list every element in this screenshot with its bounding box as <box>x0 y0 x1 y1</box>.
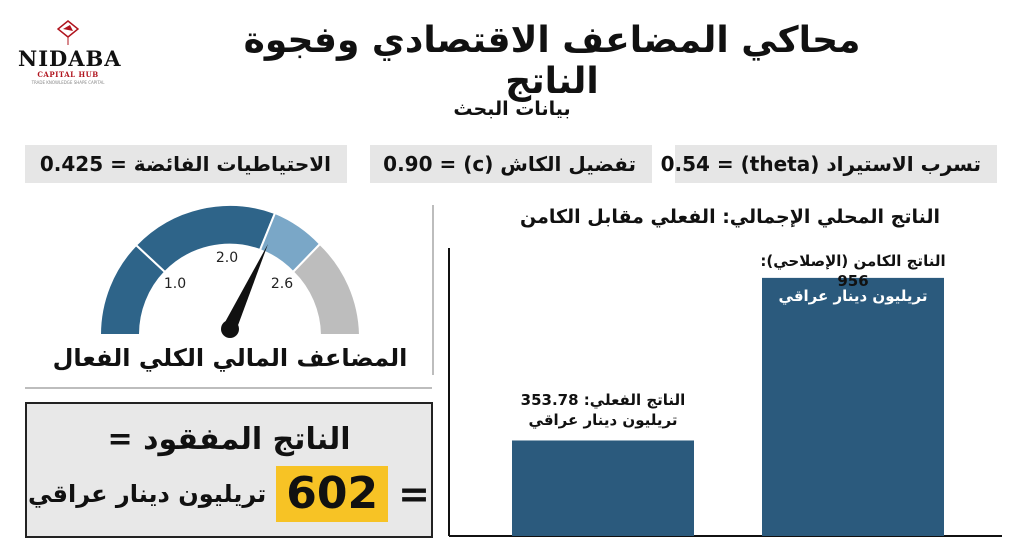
param-excess-reserves: الاحتياطيات الفائضة = 0.425 <box>25 145 347 183</box>
multiplier-gauge: 1.0 2.0 2.6 <box>98 203 362 338</box>
gauge-tick-2: 2.0 <box>216 250 238 266</box>
horizontal-divider <box>25 387 432 389</box>
lost-output-unit: تريليون دينار عراقي <box>28 480 267 508</box>
lost-output-title: الناتج المفقود = <box>107 422 351 457</box>
vertical-divider <box>432 205 434 375</box>
lost-output-equals: = <box>398 472 430 516</box>
bar-label-actual-unit: تريليون دينار عراقي <box>528 411 678 430</box>
gauge-tick-1: 1.0 <box>164 276 186 292</box>
gauge-segment-mid <box>134 203 277 274</box>
page-title: محاكي المضاعف الاقتصادي وفجوة الناتج <box>243 20 861 102</box>
logo-sub: CAPITAL HUB <box>37 70 99 79</box>
bar-label-potential-value: الناتج الكامن (الإصلاحي): 956 <box>760 251 946 290</box>
gauge-segment-remaining <box>291 242 362 336</box>
logo-mark-icon <box>57 20 79 45</box>
param-cash-preference: تفضيل الكاش (c) = 0.90 <box>370 145 652 183</box>
lost-output-value: 602 <box>276 466 389 522</box>
gauge-needle <box>224 244 268 328</box>
bar-label-potential-unit: تريليون دينار عراقي <box>778 286 928 305</box>
bar-actual <box>512 440 694 536</box>
chart-title: الناتج المحلي الإجمالي: الفعلي مقابل الك… <box>519 206 941 228</box>
gauge-needle-hub <box>221 320 239 338</box>
bar-label-actual: الناتج الفعلي: 353.78 تريليون دينار عراق… <box>502 390 704 430</box>
bar-label-actual-value: الناتج الفعلي: 353.78 <box>520 391 686 410</box>
gauge-caption: المضاعف المالي الكلي الفعال <box>52 344 408 372</box>
lost-output-line: = 602 تريليون دينار عراقي <box>27 466 431 522</box>
logo: NIDABA CAPITAL HUB TRADE KNOWLEDGE SHAPE… <box>18 20 122 85</box>
page-subtitle: بيانات البحث <box>453 98 571 120</box>
gauge-tick-3: 2.6 <box>271 276 293 292</box>
bar-label-potential: الناتج الكامن (الإصلاحي): 956 <box>752 251 954 291</box>
param-import-leakage: تسرب الاستيراد (theta) = 0.54 <box>661 145 997 183</box>
gdp-bar-chart <box>448 248 1002 537</box>
lost-output-box: الناتج المفقود = = 602 تريليون دينار عرا… <box>25 402 433 538</box>
logo-tagline: TRADE KNOWLEDGE SHAPE CAPITAL <box>31 80 105 85</box>
bar-potential <box>762 277 944 536</box>
logo-name: NIDABA <box>18 46 122 71</box>
